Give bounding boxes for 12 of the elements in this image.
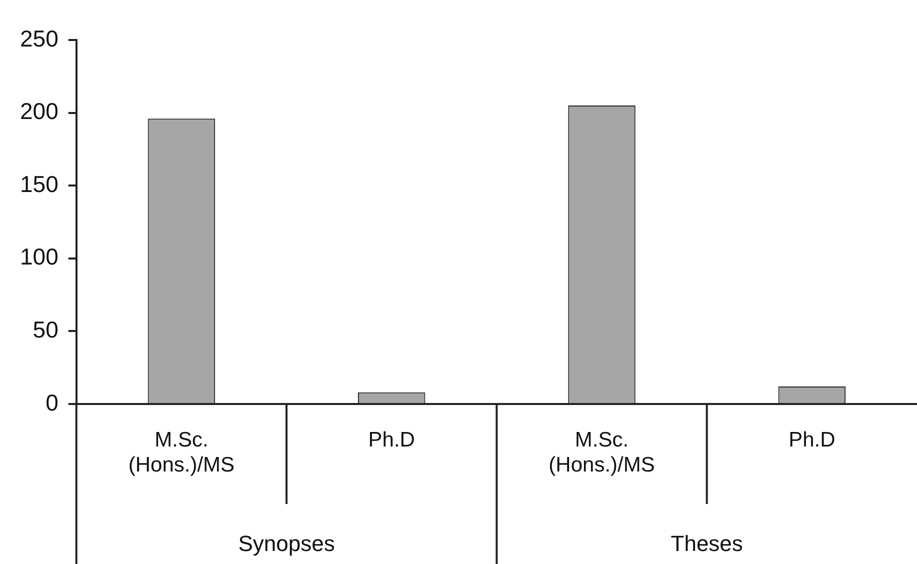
y-tick-label: 0 (46, 389, 58, 416)
y-tick-label: 150 (20, 170, 58, 197)
y-tick-label: 200 (20, 98, 58, 124)
y-tick-label: 250 (20, 25, 58, 52)
x-tick-label: M.Sc. (Hons.)/MS (548, 428, 655, 477)
y-tick-label: 100 (20, 244, 58, 270)
x-tick-label: M.Sc. (Hons.)/MS (128, 428, 235, 477)
text: Theses (670, 531, 743, 556)
x-tick-label: Ph.D (368, 428, 415, 452)
text: Synopses (238, 531, 335, 556)
x-tick-label: Ph.D (788, 428, 836, 452)
y-tick-label: 50 (32, 316, 58, 343)
